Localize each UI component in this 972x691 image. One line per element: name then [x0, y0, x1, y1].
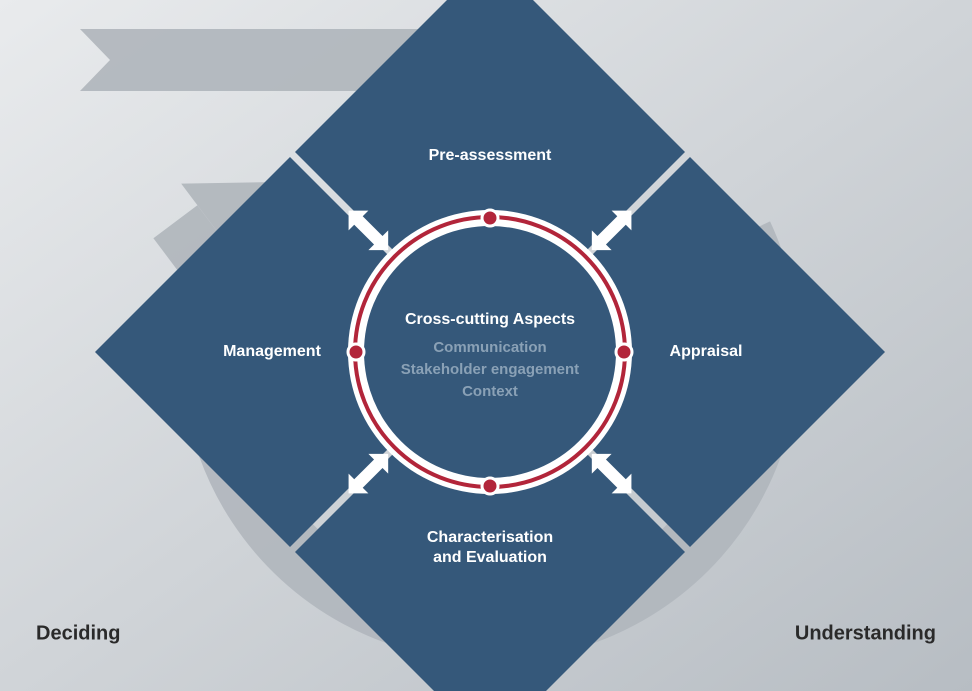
center-line: Communication — [433, 339, 546, 356]
label-bottom-l2: and Evaluation — [433, 549, 547, 566]
center-line: Context — [462, 383, 518, 400]
label-top: Pre-assessment — [429, 147, 552, 164]
corner-label-left: Deciding — [36, 622, 120, 644]
center-line: Stakeholder engagement — [401, 361, 579, 378]
label-bottom-l1: Characterisation — [427, 529, 553, 546]
diagram-canvas: Pre-assessment Appraisal Management Charact… — [0, 0, 972, 691]
label-left: Management — [223, 343, 321, 360]
center-title: Cross-cutting Aspects — [405, 311, 575, 328]
label-right: Appraisal — [670, 343, 743, 360]
corner-label-right: Understanding — [795, 622, 936, 644]
